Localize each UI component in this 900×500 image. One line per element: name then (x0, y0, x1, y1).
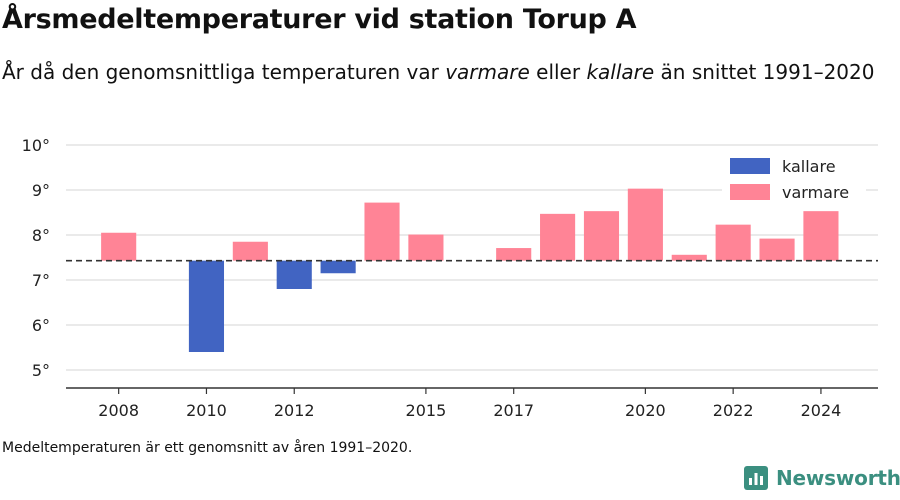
subtitle-warmer-word: varmare (445, 60, 530, 84)
bar-2010 (188, 260, 225, 352)
subtitle-colder-word: kallare (586, 60, 655, 84)
y-tick-label-9: 9° (32, 181, 50, 200)
bar-2023 (759, 238, 795, 261)
y-tick-label-7: 7° (32, 271, 50, 290)
legend-label-varmare: varmare (782, 183, 849, 202)
legend: kallare varmare (722, 150, 866, 206)
temperature-bar-chart: 5°6°7°8°9°10° 2008 2010 2012 2015 2017 2020 20… (22, 136, 878, 420)
bar-2024 (803, 211, 839, 261)
legend-swatch-varmare (730, 184, 770, 200)
bar-2018 (540, 213, 576, 261)
subtitle-text-start: År då den genomsnittliga temperaturen va… (2, 60, 446, 84)
x-axis: 2008 2010 2012 2015 2017 2020 2022 2024 (66, 387, 878, 420)
x-tick-label-2010: 2010 (186, 401, 227, 420)
y-axis-ticks: 5° 6° 7° 8° 9° 10° (22, 136, 50, 380)
x-tick-label-2024: 2024 (801, 401, 842, 420)
footnote: Medeltemperaturen är ett genomsnitt av å… (2, 440, 413, 456)
brand-name: Newsworthy (776, 466, 900, 490)
y-tick-label-6: 6° (32, 316, 50, 335)
chart-subtitle: År då den genomsnittliga temperaturen va… (2, 56, 882, 88)
bar-2020 (627, 188, 663, 261)
bar-2012 (276, 260, 312, 289)
y-tick-label-5: 5° (32, 361, 50, 380)
subtitle-text-end: än snittet 1991–2020 (654, 60, 875, 84)
x-tick-label-2022: 2022 (713, 401, 754, 420)
legend-label-kallare: kallare (782, 157, 836, 176)
bar-2011 (232, 241, 268, 261)
bar-2013 (320, 260, 356, 274)
y-tick-label-10: 10° (22, 136, 50, 155)
brand: Newsworthy (744, 466, 900, 490)
subtitle-text-middle: eller (529, 60, 587, 84)
x-tick-label-2008: 2008 (98, 401, 139, 420)
y-tick-label-8: 8° (32, 226, 50, 245)
bar-2015 (408, 234, 444, 261)
bar-2021 (671, 254, 707, 261)
bars (101, 188, 839, 352)
x-tick-label-2012: 2012 (274, 401, 315, 420)
newsworthy-logo-icon (744, 466, 768, 490)
legend-swatch-kallare (730, 158, 770, 174)
chart-title: Årsmedeltemperaturer vid station Torup A (2, 4, 637, 35)
bar-2008 (101, 232, 137, 261)
bar-2017 (496, 248, 532, 261)
x-tick-label-2017: 2017 (493, 401, 534, 420)
bar-2022 (715, 224, 751, 261)
x-tick-label-2020: 2020 (625, 401, 666, 420)
bar-2019 (583, 211, 620, 261)
x-tick-label-2015: 2015 (406, 401, 447, 420)
bar-2014 (364, 202, 400, 261)
